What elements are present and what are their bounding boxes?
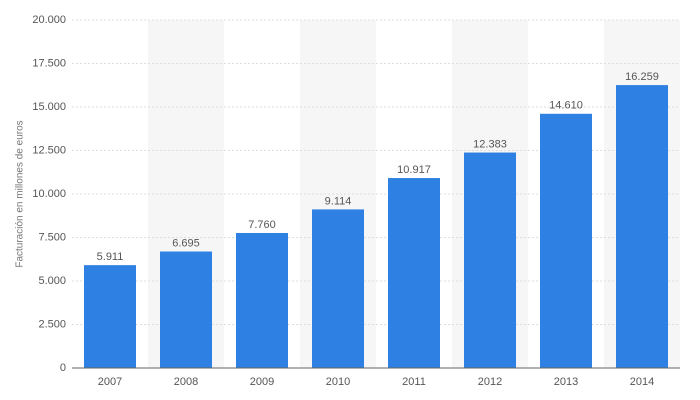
value-label: 16.259 xyxy=(625,71,659,83)
y-tick-label: 5.000 xyxy=(38,275,66,287)
value-label: 7.760 xyxy=(248,219,276,231)
bar xyxy=(388,178,440,368)
y-tick-label: 20.000 xyxy=(32,14,66,26)
y-tick-label: 12.500 xyxy=(32,144,66,156)
y-tick-label: 10.000 xyxy=(32,188,66,200)
value-label: 5.911 xyxy=(97,251,124,263)
bar xyxy=(160,251,212,368)
bar xyxy=(312,209,364,368)
y-tick-label: 15.000 xyxy=(32,101,66,113)
x-tick-label: 2012 xyxy=(478,376,502,388)
x-tick-label: 2007 xyxy=(98,376,122,388)
value-label: 10.917 xyxy=(397,164,431,176)
x-tick-label: 2009 xyxy=(250,376,274,388)
bar xyxy=(84,265,136,368)
value-label: 9.114 xyxy=(325,195,352,207)
value-label: 14.610 xyxy=(549,100,583,112)
x-tick-label: 2013 xyxy=(554,376,578,388)
bar xyxy=(616,85,668,369)
bar xyxy=(236,232,288,368)
y-axis-label: Facturación en millones de euros xyxy=(15,120,26,267)
value-label: 12.383 xyxy=(473,138,507,150)
value-label: 6.695 xyxy=(172,237,200,249)
x-tick-label: 2014 xyxy=(630,376,654,388)
y-tick-label: 17.500 xyxy=(32,57,66,69)
x-tick-label: 2008 xyxy=(174,376,198,388)
y-tick-label: 0 xyxy=(60,362,66,374)
y-tick-label: 2.500 xyxy=(38,318,66,330)
y-tick-label: 7.500 xyxy=(38,231,66,243)
bar xyxy=(540,113,592,368)
x-tick-label: 2010 xyxy=(326,376,350,388)
x-tick-label: 2011 xyxy=(402,376,426,388)
bar xyxy=(464,152,516,368)
